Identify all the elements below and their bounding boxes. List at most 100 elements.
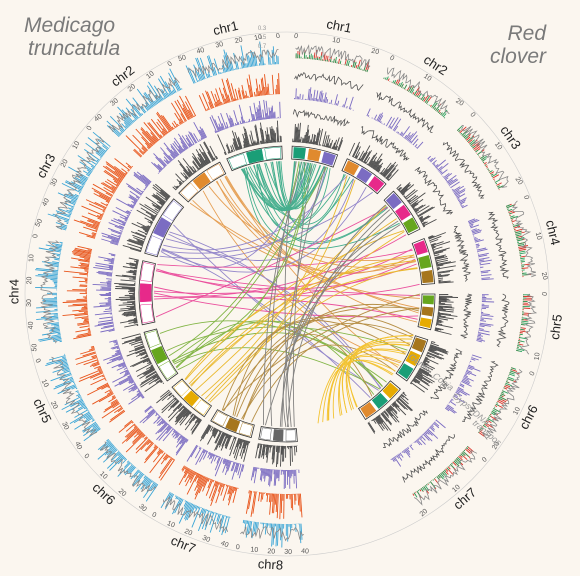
hist-bar: [94, 322, 114, 327]
hist-bar: [494, 179, 501, 183]
hist-bar: [400, 184, 412, 194]
hist-bar: [435, 257, 449, 262]
hist-bar: [210, 481, 220, 507]
hist-bar: [132, 134, 149, 151]
hist-bar: [128, 214, 130, 216]
hist-bar: [84, 258, 90, 261]
hist-bar: [174, 432, 180, 439]
hist-bar: [472, 229, 482, 234]
medicago-synteny-block: [145, 235, 163, 256]
hist-bar: [150, 482, 156, 491]
hist-bar: [412, 91, 415, 95]
hist-bar: [116, 198, 134, 209]
hist-bar: [152, 204, 161, 211]
hist-bar: [429, 481, 436, 489]
hist-bar: [417, 438, 420, 441]
hist-bar: [262, 444, 265, 456]
hist-bar: [445, 179, 448, 182]
medicago-tick-label: 20: [183, 528, 193, 537]
hist-bar: [455, 190, 466, 197]
hist-bar: [258, 492, 261, 502]
hist-bar: [160, 189, 170, 198]
hist-bar: [120, 319, 138, 324]
hist-bar: [397, 454, 403, 461]
hist-bar: [377, 165, 383, 173]
hist-bar: [374, 158, 383, 170]
hist-bar: [438, 163, 449, 172]
hist-bar: [258, 84, 262, 96]
hist-bar: [396, 455, 400, 459]
hist-bar: [185, 137, 192, 147]
hist-bar: [62, 301, 88, 303]
hist-bar: [157, 415, 161, 419]
hist-bar: [520, 255, 527, 258]
hist-bar: [202, 450, 209, 460]
synteny-link: [326, 334, 414, 421]
hist-bar: [450, 181, 460, 189]
hist-bar: [179, 410, 190, 424]
hist-bar: [64, 193, 78, 201]
hist-bar: [97, 367, 102, 371]
hist-bar: [404, 449, 411, 458]
hist-bar: [516, 239, 524, 242]
hist-bar: [161, 205, 163, 207]
hist-bar: [224, 98, 228, 104]
hist-bar: [55, 222, 68, 227]
hist-bar: [438, 308, 454, 311]
hist-bar: [230, 61, 234, 71]
hist-bar: [439, 171, 443, 174]
hist-bar: [397, 397, 412, 412]
hist-bar: [412, 207, 415, 209]
hist-bar: [521, 320, 529, 323]
hist-bar: [213, 66, 218, 76]
hist-bar: [69, 377, 74, 381]
hist-bar: [124, 217, 128, 220]
hist-bar: [449, 400, 457, 406]
hist-bar: [140, 207, 157, 218]
hist-bar: [322, 131, 327, 147]
hist-bar: [91, 234, 96, 237]
hist-bar: [233, 438, 241, 459]
hist-bar: [359, 152, 366, 162]
hist-bar: [255, 78, 260, 97]
hist-bar: [461, 452, 466, 456]
hist-bar: [52, 252, 61, 256]
hist-bar: [175, 495, 178, 500]
hist-bar: [132, 432, 144, 445]
hist-bar: [152, 184, 170, 199]
hist-bar: [41, 261, 60, 265]
hist-bar: [372, 153, 383, 169]
hist-bar: [268, 493, 271, 503]
hist-bar: [194, 447, 202, 459]
hist-bar: [97, 366, 102, 369]
medicago-synteny-block: [145, 330, 161, 348]
hist-bar: [114, 158, 131, 171]
hist-bar: [227, 486, 235, 506]
hist-bar: [118, 303, 136, 306]
hist-bar: [123, 310, 137, 314]
hist-bar: [225, 460, 230, 469]
hist-bar: [88, 348, 95, 351]
density-line: [376, 92, 434, 133]
hist-bar: [337, 100, 340, 106]
hist-bar: [81, 185, 84, 187]
hist-bar: [175, 495, 177, 497]
hist-bar: [251, 521, 255, 539]
hist-bar: [209, 426, 214, 432]
hist-bar: [144, 187, 147, 189]
hist-bar: [123, 122, 130, 128]
hist-bar: [65, 180, 83, 190]
hist-bar: [437, 317, 448, 321]
hist-bar: [120, 299, 136, 301]
hist-bar: [93, 305, 112, 308]
hist-bar: [469, 225, 474, 228]
hist-bar: [253, 91, 256, 97]
hist-bar: [410, 444, 413, 447]
hist-bar: [348, 142, 356, 156]
hist-bar: [275, 445, 279, 468]
hist-bar: [240, 62, 243, 69]
hist-bar: [93, 266, 113, 271]
hist-bar: [108, 252, 116, 256]
medicago-tick-label: 50: [34, 218, 44, 228]
hist-bar: [132, 103, 143, 116]
